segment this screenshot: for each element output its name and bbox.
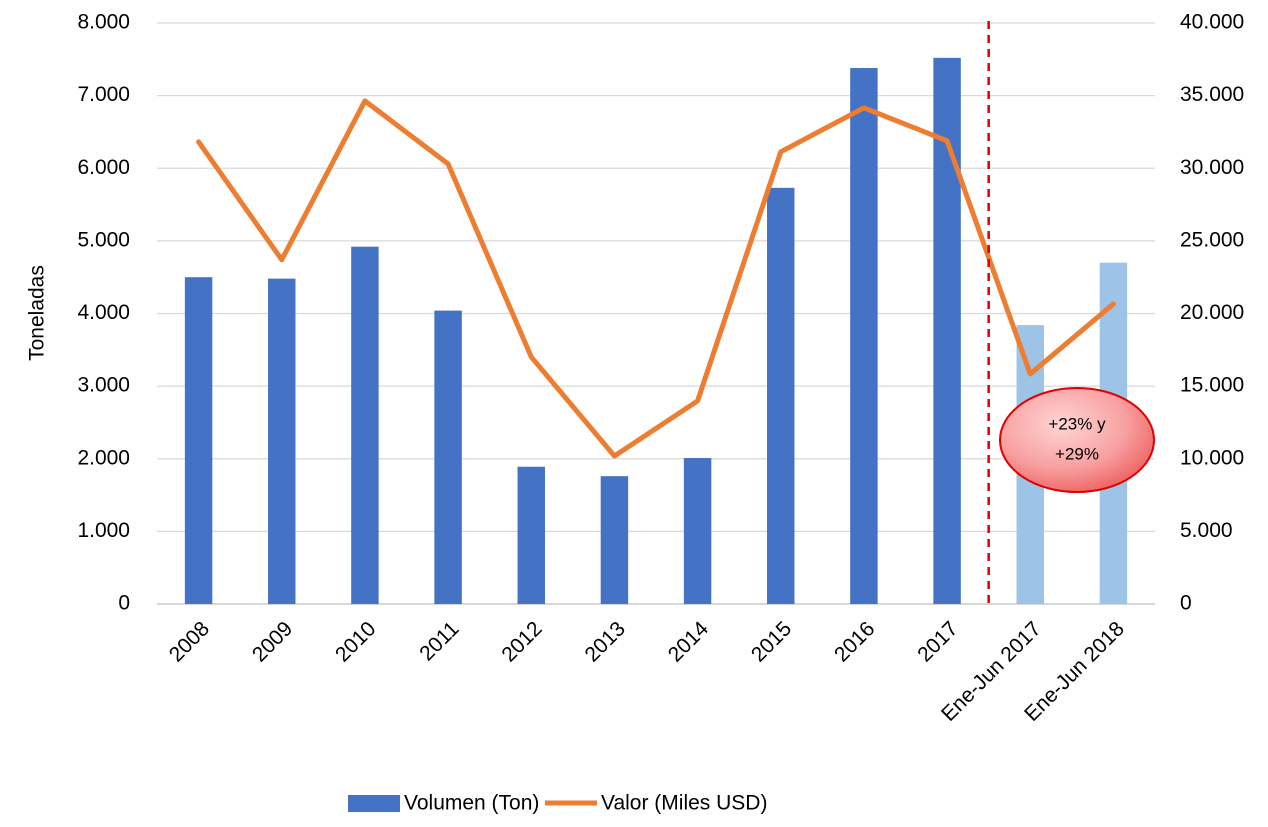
y2-tick-label: 10.000: [1180, 446, 1244, 469]
x-tick-label: 2010: [331, 617, 380, 666]
bar: [184, 277, 213, 604]
x-tick-label: 2013: [581, 617, 630, 666]
y-tick-label: 0: [118, 592, 130, 615]
y-tick-label: 4.000: [77, 301, 130, 324]
x-tick-label: 2014: [664, 617, 714, 667]
x-tick-label: 2012: [497, 617, 546, 666]
legend-label: Volumen (Ton): [404, 792, 539, 815]
x-tick-label: 2015: [747, 617, 796, 666]
annotation-text: +23% y: [1048, 414, 1106, 433]
line: [196, 98, 1116, 459]
bar: [351, 246, 379, 604]
annotation-text: +29%: [1055, 444, 1099, 463]
y2-tick-label: 20.000: [1180, 301, 1244, 324]
x-tick-label: 2011: [415, 617, 463, 665]
y2-tick-label: 15.000: [1180, 374, 1244, 397]
y2-tick-label: 25.000: [1180, 228, 1244, 251]
legend-label: Valor (Miles USD): [601, 792, 767, 815]
x-tick-label: 2008: [165, 617, 214, 666]
y-tick-label: 6.000: [77, 156, 130, 179]
bar: [850, 68, 878, 605]
bar: [434, 310, 462, 604]
y-tick-label: 8.000: [77, 11, 130, 34]
x-tick-label: 2009: [248, 617, 297, 666]
bar: [683, 458, 712, 604]
bar: [767, 187, 795, 604]
y2-tick-label: 0: [1180, 592, 1192, 615]
x-tick-label: 2017: [913, 617, 962, 666]
bar: [600, 476, 629, 604]
annotation-bubble: [999, 387, 1155, 493]
y2-tick-label: 5.000: [1180, 519, 1233, 542]
bar: [517, 466, 545, 604]
y-tick-label: 3.000: [77, 374, 130, 397]
bar: [933, 57, 961, 605]
y2-tick-label: 35.000: [1180, 83, 1244, 106]
legend-swatch: [348, 795, 400, 812]
y-tick-label: 5.000: [77, 228, 130, 251]
y-axis-label: Toneladas: [26, 265, 49, 361]
y2-tick-label: 30.000: [1180, 156, 1244, 179]
bar: [268, 278, 296, 604]
y-tick-label: 7.000: [77, 83, 130, 106]
y-tick-label: 1.000: [77, 519, 130, 542]
x-tick-label: 2016: [830, 617, 879, 666]
y-tick-label: 2.000: [77, 446, 130, 469]
y2-tick-label: 40.000: [1180, 11, 1244, 34]
